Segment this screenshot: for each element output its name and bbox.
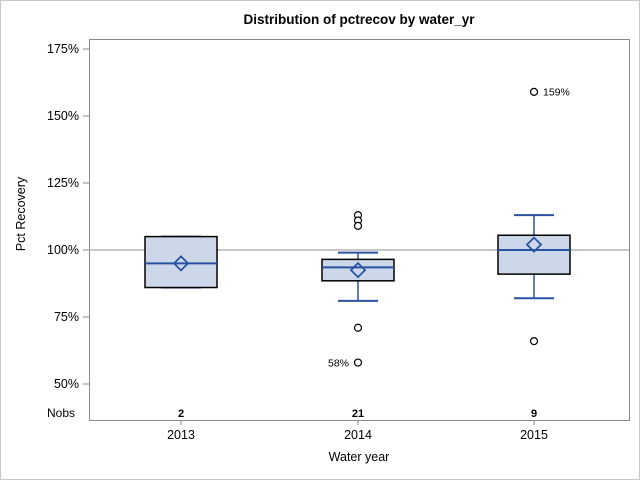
y-tick-label: 150% [47, 109, 79, 123]
x-axis-title: Water year [328, 450, 390, 464]
nobs-value: 9 [531, 408, 537, 420]
mean-diamond [525, 236, 543, 253]
outlier-label: 58% [328, 357, 349, 369]
x-tick-label: 2013 [167, 428, 195, 442]
box-2013 [144, 235, 218, 289]
nobs-label: Nobs [47, 406, 75, 420]
x-tick-label: 2015 [520, 428, 548, 442]
y-tick-label: 125% [47, 176, 79, 190]
nobs-value: 21 [352, 408, 364, 420]
outlier-point [353, 323, 363, 332]
outlier-label: 159% [543, 87, 570, 99]
mean-diamond [172, 255, 190, 272]
y-tick-label: 75% [54, 310, 79, 324]
outlier-point [529, 87, 539, 96]
outlier-point [353, 358, 363, 367]
x-tick-label: 2014 [344, 428, 372, 442]
mean-diamond [349, 261, 367, 279]
box-2015 [497, 234, 571, 275]
y-tick-label: 50% [54, 377, 79, 391]
y-tick-label: 175% [47, 42, 79, 56]
y-tick-label: 100% [47, 243, 79, 257]
box-2014 [321, 258, 395, 282]
outlier-point [353, 221, 363, 230]
chart-title: Distribution of pctrecov by water_yr [243, 12, 475, 27]
outlier-point [529, 337, 539, 346]
nobs-value: 2 [178, 408, 184, 420]
plot-border [89, 39, 630, 421]
